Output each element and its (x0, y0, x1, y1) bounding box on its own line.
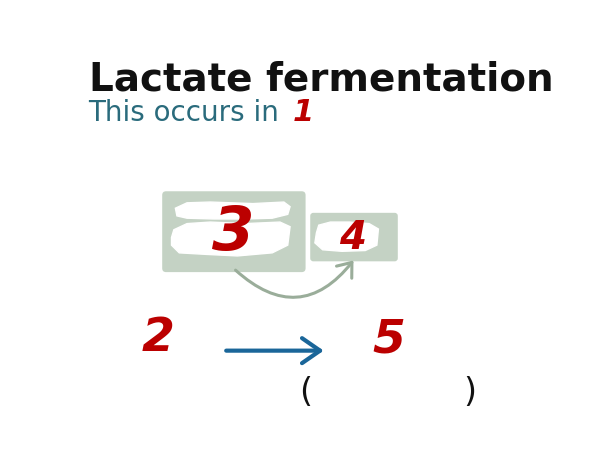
Text: 5: 5 (372, 317, 405, 362)
Polygon shape (171, 223, 290, 257)
Polygon shape (315, 223, 378, 252)
Text: 1: 1 (293, 97, 315, 126)
Polygon shape (176, 202, 290, 219)
FancyArrowPatch shape (226, 338, 320, 364)
Text: 2: 2 (142, 315, 175, 360)
Text: (: ( (299, 375, 312, 408)
Text: This occurs in: This occurs in (88, 99, 279, 127)
Text: 4: 4 (338, 219, 365, 257)
Text: Lactate fermentation: Lactate fermentation (88, 61, 553, 99)
Text: ): ) (463, 375, 476, 408)
FancyArrowPatch shape (236, 263, 352, 298)
FancyBboxPatch shape (310, 213, 398, 262)
FancyBboxPatch shape (162, 192, 306, 273)
Text: 3: 3 (213, 204, 255, 263)
